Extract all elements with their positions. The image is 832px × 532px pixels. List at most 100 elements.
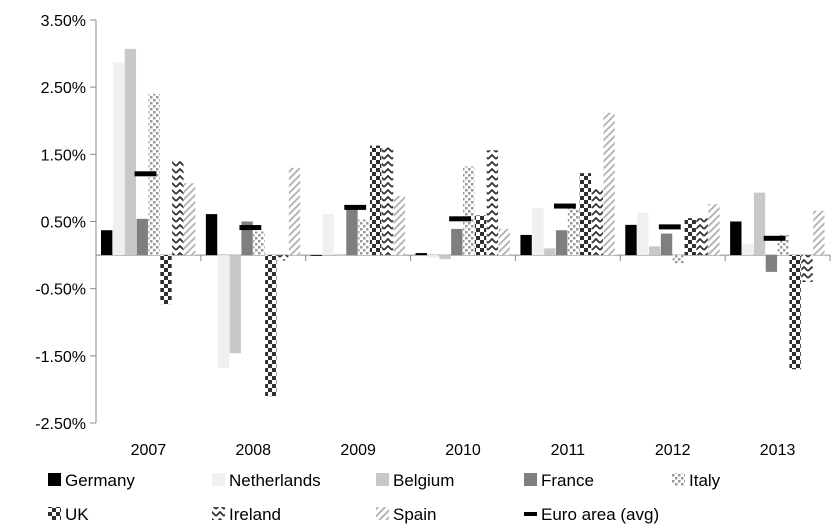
bar-ireland-2013	[801, 255, 813, 282]
bar-ireland-2010	[486, 150, 499, 256]
legend-item-italy: Italy	[672, 471, 721, 490]
x-tick-label: 2012	[655, 442, 691, 459]
y-tick-label: 3.50%	[41, 13, 86, 30]
x-tick-label: 2013	[760, 442, 796, 459]
bar-spain-2013	[813, 210, 825, 256]
bar-spain-2008	[288, 167, 301, 256]
bar-belgium-2011	[544, 248, 556, 256]
bar-netherlands-2011	[532, 208, 544, 256]
bar-italy-2011	[567, 208, 580, 256]
y-tick-label: -2.50%	[35, 416, 86, 433]
legend-label: Germany	[65, 471, 135, 490]
bar-germany-2009	[310, 255, 323, 256]
x-tick-label: 2008	[235, 442, 271, 459]
bar-uk-2013	[789, 255, 801, 370]
marker-euro-area-avg-2008	[239, 225, 262, 231]
legend-swatch	[376, 507, 389, 520]
bar-netherlands-2007	[112, 62, 125, 256]
bar-belgium-2007	[124, 48, 137, 256]
legend-item-germany: Germany	[48, 471, 135, 490]
legend-label: Euro area (avg)	[541, 505, 659, 524]
bar-netherlands-2009	[322, 214, 334, 256]
bar-belgium-2008	[229, 255, 241, 354]
legend-label: UK	[65, 505, 89, 524]
legend-swatch	[212, 507, 225, 520]
bar-uk-2012	[684, 218, 696, 256]
bar-spain-2011	[603, 112, 615, 256]
legend-label: Spain	[393, 505, 436, 524]
x-tick-label: 2007	[131, 442, 167, 459]
bar-uk-2011	[579, 173, 592, 256]
x-tick-label: 2011	[551, 442, 586, 459]
legend-item-uk: UK	[48, 505, 89, 524]
bar-italy-2008	[253, 231, 265, 256]
bar-germany-2008	[205, 214, 218, 256]
bar-italy-2009	[358, 219, 370, 256]
legend-swatch	[48, 507, 61, 520]
legend-label: Netherlands	[229, 471, 321, 490]
bar-germany-2013	[730, 221, 742, 256]
bar-france-2008	[241, 221, 253, 256]
legend-swatch	[376, 473, 389, 486]
legend-swatch	[48, 473, 61, 486]
bar-belgium-2009	[334, 255, 346, 256]
bar-italy-2013	[777, 234, 789, 256]
bar-belgium-2010	[439, 255, 451, 260]
bar-belgium-2013	[753, 192, 766, 256]
y-tick-label: 2.50%	[41, 80, 86, 97]
bar-netherlands-2012	[637, 212, 649, 256]
legend-label: Ireland	[229, 505, 281, 524]
y-tick-label: -1.50%	[35, 349, 86, 366]
bar-germany-2010	[415, 253, 427, 256]
legend-item-france: France	[524, 471, 594, 490]
legend-item-belgium: Belgium	[376, 471, 454, 490]
bar-france-2007	[136, 218, 148, 256]
marker-euro-area-avg-2009	[344, 204, 367, 210]
bar-uk-2010	[474, 215, 487, 256]
marker-euro-area-avg-2007	[134, 171, 157, 177]
bar-france-2011	[556, 230, 568, 256]
y-tick-label: 1.50%	[41, 147, 86, 164]
legend-item-ireland: Ireland	[212, 505, 281, 524]
bar-ireland-2012	[696, 218, 708, 256]
bar-ireland-2007	[172, 161, 184, 256]
bar-france-2010	[451, 228, 463, 256]
bar-netherlands-2010	[427, 255, 439, 258]
legend-swatch	[524, 512, 537, 516]
marker-euro-area-avg-2012	[658, 224, 681, 230]
bar-uk-2009	[370, 145, 382, 256]
bar-spain-2010	[498, 228, 510, 256]
legend-label: France	[541, 471, 594, 490]
bar-france-2013	[765, 255, 778, 272]
bar-spain-2007	[184, 183, 196, 256]
bar-ireland-2009	[381, 147, 394, 256]
marker-euro-area-avg-2013	[763, 235, 786, 241]
bar-germany-2007	[101, 230, 113, 256]
x-tick-label: 2010	[445, 442, 481, 459]
legend-item-spain: Spain	[376, 505, 436, 524]
bar-spain-2009	[393, 195, 406, 256]
bar-spain-2012	[708, 204, 720, 256]
bar-uk-2007	[160, 255, 172, 305]
bar-germany-2011	[520, 234, 532, 256]
x-tick-label: 2009	[340, 442, 376, 459]
legend-label: Belgium	[393, 471, 454, 490]
bar-france-2009	[346, 208, 358, 256]
bar-italy-2012	[672, 255, 685, 264]
bar-ireland-2008	[277, 255, 289, 261]
bar-france-2012	[660, 233, 673, 256]
bar-germany-2012	[625, 224, 637, 256]
legend-swatch	[212, 473, 225, 486]
bar-netherlands-2008	[217, 255, 230, 368]
legend-label: Italy	[689, 471, 721, 490]
y-tick-label: -0.50%	[35, 282, 86, 299]
legend-swatch	[672, 473, 685, 486]
bar-belgium-2012	[649, 246, 661, 256]
y-tick-label: 0.50%	[41, 215, 86, 232]
bar-ireland-2011	[591, 187, 603, 256]
bar-uk-2008	[265, 255, 277, 397]
legend-item-netherlands: Netherlands	[212, 471, 321, 490]
legend-swatch	[524, 473, 537, 486]
